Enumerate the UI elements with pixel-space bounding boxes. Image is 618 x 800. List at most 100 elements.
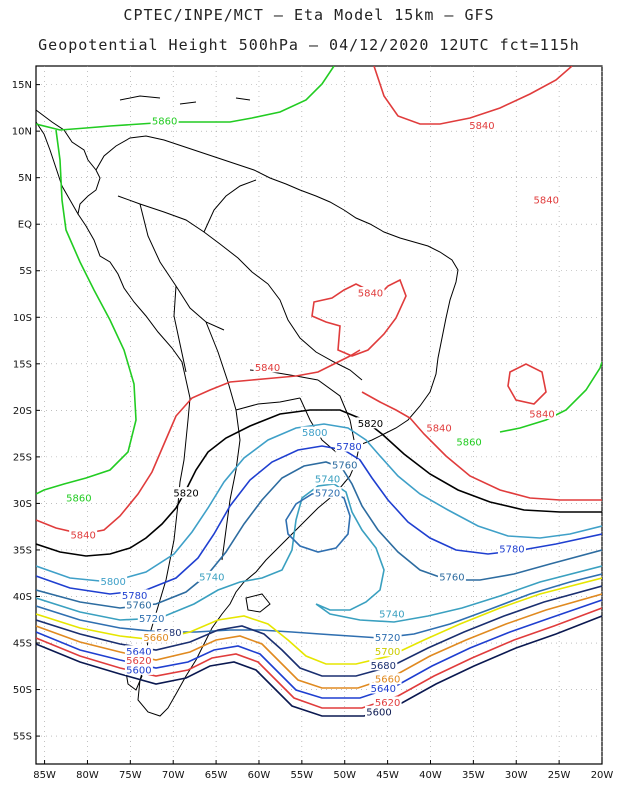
contour-label-bg (124, 645, 153, 657)
lon-tick-label: 20W (591, 770, 614, 781)
contour-label: 5800 (100, 577, 125, 588)
contour-label-bg (467, 119, 496, 131)
contour-label: 5760 (332, 461, 357, 472)
lat-tick-label: 10S (13, 313, 32, 324)
contour-label-bg (377, 608, 406, 620)
lat-tick-label: 5N (18, 173, 32, 184)
lat-tick-label: 55S (13, 732, 32, 743)
contour-label-bg (369, 682, 398, 694)
axis-ticks: 15N 10N 5N EQ 5S 10S 15S 20S 25S 30S 35S 40S 45S 50S 5… (12, 80, 614, 781)
lon-tick-label: 35W (462, 770, 485, 781)
contour-5840-north (373, 66, 573, 125)
contour-label: 5780 (499, 544, 524, 555)
contour-label-bg (253, 361, 282, 373)
lon-tick-label: 50W (333, 770, 356, 781)
lat-tick-label: 10N (12, 127, 32, 138)
lat-tick-label: 35S (13, 545, 32, 556)
contour-label: 5820 (173, 489, 198, 500)
contour-label-bg (356, 417, 385, 429)
lon-tick-label: 30W (505, 770, 528, 781)
contour-5840-south (36, 349, 361, 535)
contour-5840-east (361, 391, 602, 501)
contour-label-bg (313, 473, 342, 485)
contour-5840-inland (311, 278, 407, 357)
contour-5840-loop (507, 363, 547, 405)
contour-label-bg (455, 435, 484, 447)
contour-label-bg (369, 659, 398, 671)
contour-5800 (36, 423, 602, 583)
contour-label: 5860 (152, 116, 177, 127)
contour-label-bg (497, 542, 526, 554)
contour-label-bg (527, 408, 556, 419)
contour-5860-north (36, 66, 335, 131)
contour-label-bg (335, 440, 364, 452)
contour-5600 (36, 615, 602, 717)
lon-tick-label: 60W (248, 770, 271, 781)
contour-label-bg (124, 598, 153, 610)
contour-label-bg (142, 631, 171, 643)
lon-tick-label: 75W (119, 770, 142, 781)
map-title-line-1: CPTEC/INPE/MCT — Eta Model 15km — GFS (123, 6, 495, 24)
lon-tick-label: 70W (162, 770, 185, 781)
contour-label: 5860 (456, 437, 481, 448)
contour-label: 5840 (529, 410, 554, 421)
lon-tick-label: 80W (76, 770, 99, 781)
contour-label-bg (356, 287, 385, 299)
contour-label-bg (137, 612, 166, 624)
contour-label: 5860 (66, 493, 91, 504)
contour-label: 5840 (426, 423, 451, 434)
contour-label-bg (197, 570, 226, 582)
contour-label: 5840 (358, 289, 383, 300)
contour-label: 5720 (315, 489, 340, 500)
lat-tick-label: 30S (13, 499, 32, 510)
lon-tick-label: 25W (548, 770, 571, 781)
contour-5740 (36, 483, 602, 623)
contour-label-bg (150, 114, 179, 126)
lat-tick-label: 15S (13, 359, 32, 370)
contour-label-bg (373, 631, 402, 643)
contour-label: 5740 (199, 572, 224, 583)
plot-frame (35, 65, 603, 765)
contour-label-bg (437, 570, 466, 582)
lat-tick-label: EQ (18, 220, 32, 231)
contour-label: 5660 (143, 633, 168, 644)
contour-label-bg (313, 487, 342, 499)
contour-5720-closed (285, 491, 351, 553)
lat-tick-label: 40S (13, 592, 32, 603)
contour-label: 5720 (375, 633, 400, 644)
lon-tick-label: 85W (33, 770, 56, 781)
lon-tick-label: 45W (376, 770, 399, 781)
contour-label-bg (124, 663, 153, 675)
lon-tick-label: 65W (205, 770, 228, 781)
contour-label: 5660 (375, 675, 400, 686)
contour-5860-west (36, 129, 137, 495)
lat-tick-label: 5S (19, 266, 32, 277)
lat-tick-label: 15N (12, 80, 32, 91)
contour-5860-east (499, 361, 602, 433)
lat-tick-label: 50S (13, 685, 32, 696)
lat-tick-label: 20S (13, 406, 32, 417)
contour-label: 5740 (315, 475, 340, 486)
contour-label: 5800 (302, 428, 327, 439)
contour-label: 5640 (371, 684, 396, 695)
contour-5820 (36, 409, 602, 557)
lon-tick-label: 55W (291, 770, 314, 781)
contour-label: 5600 (366, 707, 391, 718)
contour-label-bg (373, 696, 402, 708)
contour-label-bg (365, 705, 394, 717)
contour-label-bg (120, 589, 149, 601)
contour-label: 5680 (371, 661, 396, 672)
contour-label-bg (300, 426, 329, 438)
contour-label: 5740 (379, 610, 404, 621)
contour-label-bg (373, 645, 402, 657)
contour-label: 5700 (375, 647, 400, 658)
contour-label: 5840 (534, 195, 559, 206)
lat-tick-label: 25S (13, 452, 32, 463)
contour-label-bg (532, 193, 561, 205)
contour-label: 5620 (375, 698, 400, 709)
contour-label: 5820 (358, 419, 383, 430)
contour-label: 5840 (255, 363, 280, 374)
contour-label: 5720 (139, 614, 164, 625)
contour-label-bg (425, 421, 454, 433)
